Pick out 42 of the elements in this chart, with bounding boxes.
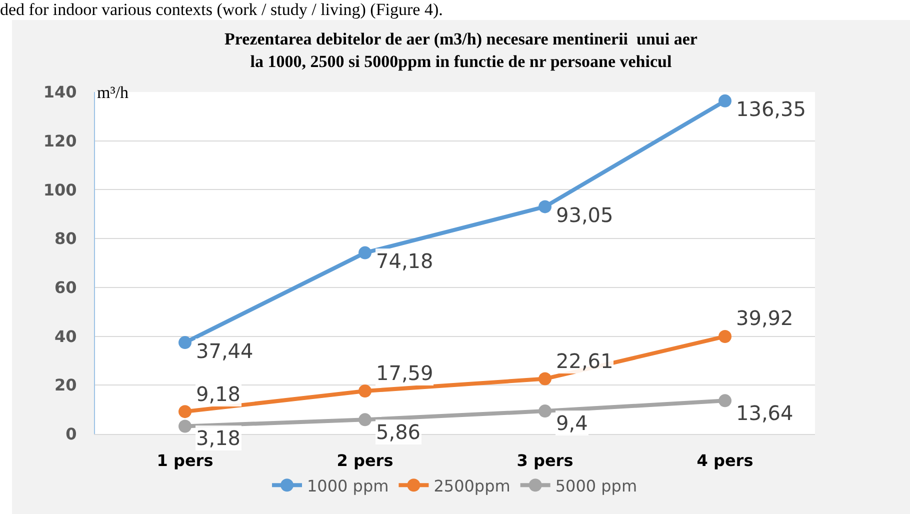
- point: [178, 405, 192, 418]
- x-tick-label: 3 pers: [516, 451, 574, 470]
- y-tick-label: 60: [54, 278, 77, 298]
- point: [358, 413, 372, 426]
- point: [718, 94, 732, 108]
- x-tick-label: 1 pers: [156, 451, 214, 470]
- point: [538, 200, 552, 214]
- y-tick-label: 100: [43, 180, 77, 200]
- y-tick-label: 140: [43, 82, 77, 102]
- x-tick-label: 4 pers: [696, 451, 754, 470]
- y-tick-label: 40: [54, 326, 77, 346]
- chart-title: Prezentarea debitelor de aer (m3/h) necesare mentinerii unui aer la 1000, 2500 si 5000ppm in functie de nr persoane vehicul: [224, 30, 698, 71]
- data-label: 9,4: [556, 411, 588, 435]
- data-label: 136,35: [736, 97, 806, 121]
- point: [538, 372, 552, 386]
- legend-label: 1000 ppm: [307, 476, 389, 496]
- data-label: 22,61: [556, 349, 614, 373]
- data-label: 9,18: [196, 382, 241, 406]
- point: [178, 336, 192, 350]
- data-label: 37,44: [196, 339, 254, 363]
- y-tick-label: 20: [54, 376, 77, 395]
- data-label: 5,86: [376, 420, 421, 444]
- data-label: 3,18: [196, 426, 241, 450]
- x-tick-label: 2 pers: [336, 451, 394, 470]
- y-axis-title: m³/h: [97, 83, 130, 102]
- point: [718, 330, 732, 343]
- legend-label: 2500ppm: [434, 476, 510, 496]
- y-tick-label: 0: [66, 424, 77, 444]
- point: [538, 404, 552, 418]
- y-tick-label: 120: [43, 131, 77, 150]
- point: [718, 394, 732, 408]
- data-label: 39,92: [736, 306, 794, 330]
- y-tick-label: 80: [54, 229, 77, 248]
- data-label: 74,18: [376, 249, 434, 273]
- data-label: 17,59: [376, 361, 434, 385]
- point: [358, 246, 372, 260]
- point: [178, 420, 192, 433]
- point: [358, 384, 372, 398]
- data-label: 93,05: [556, 203, 614, 227]
- text: ded for indoor various contexts (work / study / living) (Figure 4).: [0, 0, 444, 20]
- legend-label: 5000 ppm: [555, 476, 638, 496]
- data-label: 13,64: [736, 401, 794, 425]
